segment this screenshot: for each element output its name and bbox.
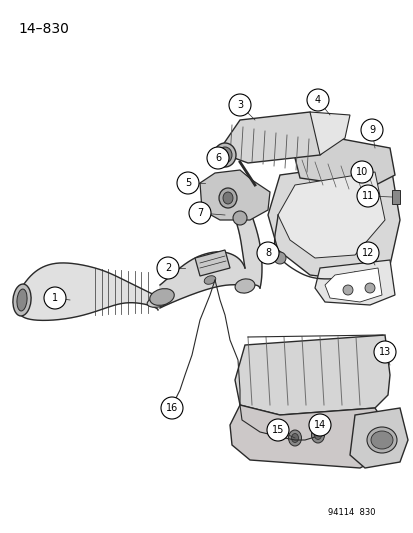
Polygon shape (294, 135, 394, 188)
Circle shape (350, 161, 372, 183)
Polygon shape (277, 172, 384, 258)
Circle shape (373, 341, 395, 363)
Circle shape (364, 283, 374, 293)
Circle shape (170, 403, 180, 413)
Circle shape (228, 94, 250, 116)
Ellipse shape (235, 279, 254, 293)
Ellipse shape (17, 289, 27, 311)
Polygon shape (20, 263, 158, 320)
Text: 5: 5 (185, 178, 191, 188)
Text: 2: 2 (164, 263, 171, 273)
Circle shape (356, 242, 378, 264)
Circle shape (157, 257, 178, 279)
Ellipse shape (366, 427, 396, 453)
Ellipse shape (147, 297, 169, 308)
Ellipse shape (13, 284, 31, 316)
Text: 9: 9 (368, 125, 374, 135)
Ellipse shape (314, 431, 321, 440)
Ellipse shape (233, 211, 247, 225)
Ellipse shape (218, 147, 231, 163)
Text: 7: 7 (197, 208, 203, 218)
Polygon shape (267, 160, 399, 280)
Text: 11: 11 (361, 191, 373, 201)
Circle shape (306, 89, 328, 111)
Circle shape (161, 397, 183, 419)
Polygon shape (159, 195, 261, 308)
Ellipse shape (288, 430, 301, 446)
Circle shape (172, 406, 177, 410)
Ellipse shape (291, 433, 298, 442)
Text: 6: 6 (214, 153, 221, 163)
Text: 16: 16 (166, 403, 178, 413)
Polygon shape (314, 260, 394, 305)
Text: 12: 12 (361, 248, 373, 258)
Polygon shape (324, 268, 381, 302)
Text: 1: 1 (52, 293, 58, 303)
Circle shape (360, 119, 382, 141)
Circle shape (189, 202, 211, 224)
Ellipse shape (223, 192, 233, 204)
Ellipse shape (370, 431, 392, 449)
Text: 13: 13 (378, 347, 390, 357)
Circle shape (256, 242, 278, 264)
Ellipse shape (214, 143, 235, 167)
Circle shape (342, 285, 352, 295)
Polygon shape (235, 335, 389, 415)
Polygon shape (218, 112, 339, 163)
Text: 15: 15 (271, 425, 283, 435)
Ellipse shape (204, 276, 215, 284)
Text: 14–830: 14–830 (18, 22, 69, 36)
Polygon shape (195, 250, 230, 276)
Circle shape (308, 414, 330, 436)
Text: 8: 8 (264, 248, 271, 258)
Circle shape (44, 287, 66, 309)
Polygon shape (230, 405, 387, 468)
Polygon shape (309, 112, 349, 155)
Text: 94114  830: 94114 830 (327, 508, 375, 517)
Ellipse shape (273, 252, 285, 264)
Polygon shape (199, 170, 269, 220)
Text: 3: 3 (236, 100, 242, 110)
Ellipse shape (150, 289, 174, 305)
Text: 14: 14 (313, 420, 325, 430)
Bar (391, 190, 399, 204)
Text: 10: 10 (355, 167, 367, 177)
Circle shape (206, 147, 228, 169)
Ellipse shape (311, 427, 324, 443)
Circle shape (266, 419, 288, 441)
Circle shape (356, 185, 378, 207)
Circle shape (177, 172, 199, 194)
Polygon shape (349, 408, 407, 468)
Ellipse shape (218, 188, 236, 208)
Text: 4: 4 (314, 95, 320, 105)
